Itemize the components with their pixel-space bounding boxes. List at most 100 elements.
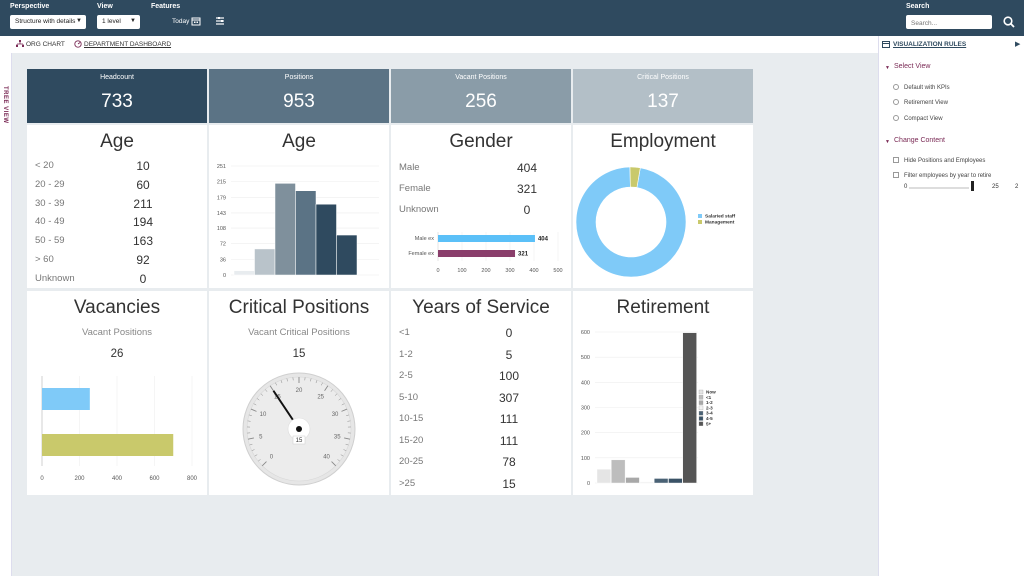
gender-row-label: Unknown bbox=[399, 204, 439, 215]
kpi-positions[interactable]: Positions 953 bbox=[209, 69, 389, 123]
chevron-down-icon: ▼ bbox=[130, 18, 136, 24]
years-of-service-card: Years of Service <1 0 1-2 5 2-5 100 5-10 307 10-… bbox=[391, 291, 571, 495]
retire-slider-handle[interactable] bbox=[971, 181, 974, 191]
view-option-retirement[interactable]: Retirement View bbox=[893, 99, 948, 106]
view-option-default[interactable]: Default with KPIs bbox=[893, 84, 950, 91]
visualization-rules-title[interactable]: VISUALIZATION RULES bbox=[893, 41, 967, 48]
age-bar bbox=[233, 270, 255, 276]
list-settings-icon[interactable] bbox=[215, 16, 225, 26]
perspective-value: Structure with details bbox=[15, 18, 76, 25]
age-bar bbox=[274, 183, 296, 276]
kpi-headcount[interactable]: Headcount 733 bbox=[27, 69, 207, 123]
kpi-label: Vacant Positions bbox=[455, 74, 507, 81]
kpi-value: 733 bbox=[101, 91, 133, 112]
age-bar bbox=[336, 234, 358, 276]
legend-swatch bbox=[698, 416, 704, 421]
search-icon[interactable] bbox=[1002, 15, 1016, 29]
slider-value: 2 bbox=[1015, 184, 1019, 190]
gender-bar bbox=[438, 235, 535, 242]
retirement-bar bbox=[625, 477, 640, 484]
gauge-tick bbox=[345, 443, 349, 446]
tab-department-dashboard[interactable]: DEPARTMENT DASHBOARD bbox=[84, 41, 172, 48]
visualization-rules-panel: VISUALIZATION RULES ▶ ▼ Select View Defa… bbox=[878, 36, 1024, 576]
x-tick-label: 500 bbox=[553, 268, 562, 274]
tree-view-label[interactable]: TREE VIEW bbox=[2, 86, 8, 124]
gauge-tick bbox=[269, 385, 274, 392]
age-row-value: 60 bbox=[136, 177, 150, 192]
view-label: View bbox=[97, 3, 113, 10]
kpi-vacant-positions[interactable]: Vacant Positions 256 bbox=[391, 69, 571, 123]
age-row-value: 211 bbox=[133, 196, 153, 211]
card-title: Employment bbox=[610, 131, 716, 152]
gauge-tick bbox=[340, 454, 344, 457]
yos-row-label: <1 bbox=[399, 327, 410, 338]
age-bar-chart: 0 36 72 108 143 179 215 251 bbox=[217, 164, 379, 279]
view-option-compact[interactable]: Compact View bbox=[893, 115, 943, 122]
y-tick-label: 36 bbox=[220, 257, 226, 263]
age-row-value: 0 bbox=[139, 271, 147, 286]
perspective-label: Perspective bbox=[10, 3, 50, 10]
gauge-tick-label: 40 bbox=[323, 455, 330, 461]
search-input[interactable] bbox=[906, 15, 992, 29]
chevron-down-icon[interactable]: ▼ bbox=[885, 139, 890, 145]
vacancies-bar-chart: 0 200 400 600 800 bbox=[40, 376, 198, 482]
age-bar bbox=[295, 190, 317, 276]
gauge-tick bbox=[261, 461, 267, 467]
filter-retire-checkbox[interactable]: Filter employees by year to retire bbox=[893, 172, 991, 179]
select-view-header[interactable]: Select View bbox=[894, 63, 931, 70]
age-row-value: 92 bbox=[136, 253, 150, 267]
gender-card: Gender Male 404 Female 321 Unknown 0 0 100 200 3… bbox=[391, 125, 571, 288]
view-tabs-bar: ORG CHART DEPARTMENT DASHBOARD bbox=[0, 36, 878, 53]
donut-slice bbox=[575, 166, 687, 278]
y-tick-label: 600 bbox=[581, 330, 590, 336]
chevron-down-icon[interactable]: ▼ bbox=[885, 65, 890, 71]
retirement-bar bbox=[653, 478, 669, 484]
change-content-header[interactable]: Change Content bbox=[894, 137, 945, 144]
employment-card: Employment Salaried staff Management bbox=[573, 125, 753, 288]
kpi-value: 137 bbox=[647, 91, 679, 112]
hide-positions-checkbox[interactable]: Hide Positions and Employees bbox=[893, 157, 985, 164]
retire-slider-track[interactable] bbox=[909, 187, 969, 189]
legend-label: Now bbox=[706, 390, 716, 395]
y-tick-label: 400 bbox=[581, 380, 590, 386]
calendar-icon[interactable] bbox=[191, 16, 201, 26]
legend-label: Management bbox=[705, 220, 735, 226]
y-tick-label: 0 bbox=[587, 481, 590, 487]
perspective-select[interactable]: Structure with details ▼ bbox=[10, 15, 86, 29]
chevron-right-icon[interactable]: ▶ bbox=[1015, 41, 1021, 48]
age-row-label: 30 - 39 bbox=[35, 197, 65, 209]
yos-row-label: 20-25 bbox=[399, 456, 424, 467]
y-tick-label: 108 bbox=[217, 226, 226, 232]
critical-gauge-chart: 051015202530354015 bbox=[242, 372, 356, 486]
y-tick-label: 143 bbox=[217, 211, 226, 217]
x-tick-label: 400 bbox=[529, 268, 538, 274]
retirement-bar bbox=[682, 332, 697, 484]
legend-label: Salaried staff bbox=[705, 214, 736, 220]
legend-swatch bbox=[698, 400, 704, 405]
yos-row-value: 0 bbox=[505, 326, 513, 340]
org-chart-icon bbox=[16, 40, 24, 47]
yos-row-value: 111 bbox=[499, 412, 519, 426]
gauge-tick bbox=[341, 403, 345, 406]
gauge-tick bbox=[330, 389, 333, 392]
critical-value: 15 bbox=[292, 348, 306, 360]
age-row-label: 20 - 29 bbox=[35, 178, 65, 190]
radio-icon bbox=[893, 99, 899, 105]
gender-bar-chart: 0 100 200 300 400 500 Male ex 404 Female ex 321 bbox=[408, 232, 563, 274]
tree-view-strip[interactable]: TREE VIEW bbox=[0, 36, 12, 576]
vacancies-value: 26 bbox=[110, 348, 124, 360]
view-select[interactable]: 1 level ▼ bbox=[97, 15, 140, 29]
yos-row-label: >25 bbox=[399, 477, 416, 489]
data-label: 404 bbox=[538, 237, 549, 243]
age-row-label: 40 - 49 bbox=[35, 216, 65, 228]
top-toolbar: Perspective Structure with details ▼ Vie… bbox=[0, 0, 1024, 36]
tab-org-chart[interactable]: ORG CHART bbox=[26, 41, 65, 48]
gauge-tick bbox=[248, 414, 252, 416]
donut-slice bbox=[629, 166, 641, 188]
y-tick-label: 200 bbox=[581, 431, 590, 437]
today-button[interactable]: Today bbox=[172, 18, 190, 25]
view-option-label: Default with KPIs bbox=[904, 85, 950, 91]
kpi-critical-positions[interactable]: Critical Positions 137 bbox=[573, 69, 753, 123]
gauge-tick bbox=[258, 459, 261, 462]
retirement-bar bbox=[596, 468, 612, 484]
